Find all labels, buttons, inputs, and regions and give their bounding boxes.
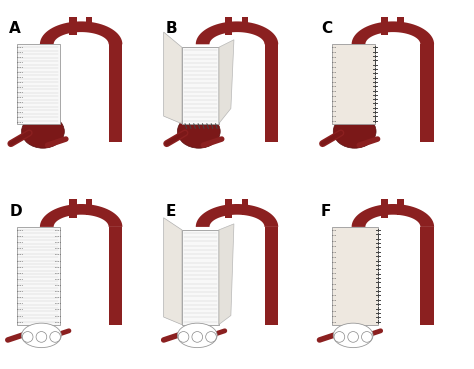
Polygon shape bbox=[332, 227, 378, 325]
Ellipse shape bbox=[21, 115, 64, 148]
Circle shape bbox=[36, 332, 47, 342]
Circle shape bbox=[192, 332, 202, 342]
Polygon shape bbox=[86, 17, 92, 32]
Text: C: C bbox=[321, 21, 332, 37]
Circle shape bbox=[50, 332, 61, 342]
Text: D: D bbox=[9, 204, 22, 219]
Ellipse shape bbox=[177, 323, 217, 348]
Circle shape bbox=[362, 332, 372, 342]
Polygon shape bbox=[264, 227, 278, 318]
Polygon shape bbox=[182, 230, 219, 325]
Polygon shape bbox=[332, 44, 374, 124]
Polygon shape bbox=[182, 47, 219, 124]
Polygon shape bbox=[420, 44, 434, 136]
Text: E: E bbox=[165, 204, 175, 219]
Circle shape bbox=[348, 332, 358, 342]
Polygon shape bbox=[242, 17, 248, 32]
Text: B: B bbox=[165, 21, 177, 37]
Polygon shape bbox=[381, 17, 388, 35]
Circle shape bbox=[22, 332, 33, 342]
Polygon shape bbox=[86, 199, 92, 215]
Polygon shape bbox=[219, 224, 234, 325]
Polygon shape bbox=[264, 318, 278, 325]
Ellipse shape bbox=[177, 115, 220, 148]
Polygon shape bbox=[109, 44, 122, 136]
Polygon shape bbox=[196, 21, 278, 44]
Ellipse shape bbox=[21, 323, 61, 348]
Polygon shape bbox=[17, 44, 60, 124]
Polygon shape bbox=[420, 227, 434, 318]
Polygon shape bbox=[242, 199, 248, 215]
Polygon shape bbox=[264, 44, 278, 136]
Polygon shape bbox=[109, 136, 122, 142]
Circle shape bbox=[206, 332, 216, 342]
Polygon shape bbox=[397, 17, 403, 32]
Polygon shape bbox=[40, 204, 122, 227]
Polygon shape bbox=[420, 318, 434, 325]
Polygon shape bbox=[196, 204, 278, 227]
Polygon shape bbox=[164, 32, 182, 124]
Polygon shape bbox=[17, 227, 60, 325]
Polygon shape bbox=[109, 318, 122, 325]
Text: F: F bbox=[321, 204, 331, 219]
Polygon shape bbox=[225, 17, 232, 35]
Circle shape bbox=[334, 332, 345, 342]
Polygon shape bbox=[264, 136, 278, 142]
Text: A: A bbox=[9, 21, 21, 37]
Polygon shape bbox=[109, 227, 122, 318]
Polygon shape bbox=[40, 21, 122, 44]
Polygon shape bbox=[420, 136, 434, 142]
Polygon shape bbox=[69, 199, 77, 218]
Polygon shape bbox=[397, 199, 403, 215]
Polygon shape bbox=[381, 199, 388, 218]
Polygon shape bbox=[352, 21, 434, 44]
Polygon shape bbox=[225, 199, 232, 218]
Polygon shape bbox=[219, 40, 234, 124]
Ellipse shape bbox=[333, 115, 376, 148]
Polygon shape bbox=[352, 204, 434, 227]
Polygon shape bbox=[164, 218, 182, 325]
Circle shape bbox=[178, 332, 189, 342]
Ellipse shape bbox=[333, 323, 373, 348]
Polygon shape bbox=[69, 17, 77, 35]
